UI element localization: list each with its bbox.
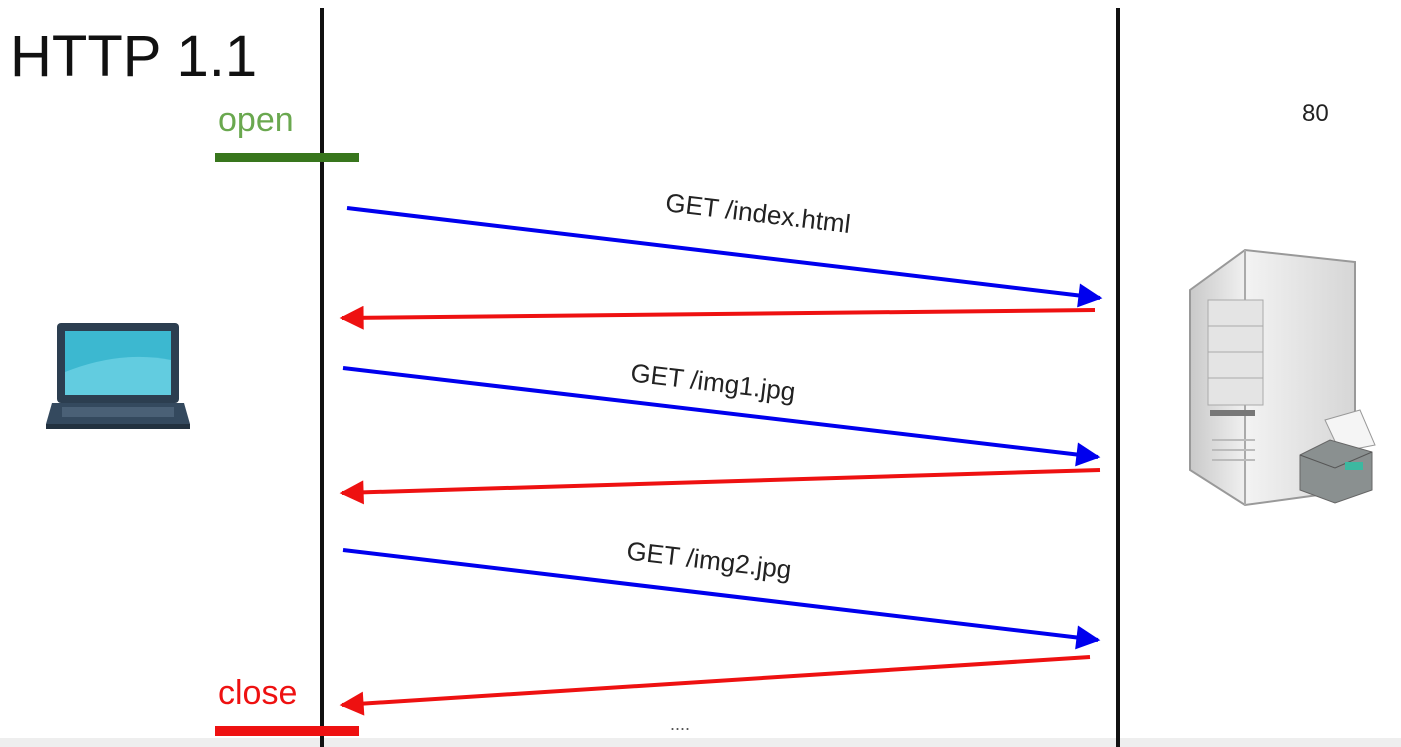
close-label: close	[218, 674, 297, 712]
ellipsis: ....	[670, 714, 690, 734]
request-arrow	[342, 366, 1101, 467]
close-bar	[215, 726, 359, 736]
request-arrow	[342, 548, 1101, 650]
request-label: GET /img2.jpg	[625, 535, 793, 584]
title: HTTP 1.1	[10, 24, 257, 89]
open-label: open	[218, 101, 294, 139]
response-arrow	[339, 305, 1096, 330]
bottom-band	[0, 738, 1401, 747]
open-bar	[215, 153, 359, 162]
request-arrow	[346, 206, 1103, 308]
response-arrow	[339, 468, 1101, 505]
port-label: 80	[1302, 100, 1329, 127]
response-arrow	[339, 655, 1091, 716]
server-icon	[1189, 248, 1376, 507]
request-label: GET /img1.jpg	[629, 357, 797, 406]
request-label: GET /index.html	[664, 187, 852, 239]
laptop-icon	[46, 323, 190, 429]
